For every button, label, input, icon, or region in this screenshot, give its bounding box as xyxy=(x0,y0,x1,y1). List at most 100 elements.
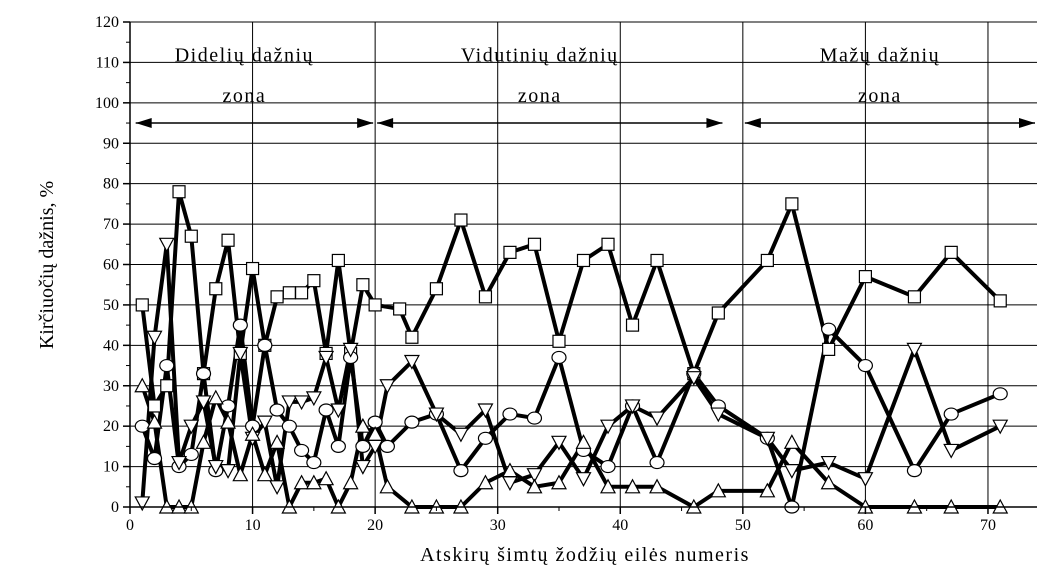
data-point-triangle-up xyxy=(526,478,543,494)
data-point-triangle-down xyxy=(256,415,273,431)
x-tick-label: 50 xyxy=(735,517,751,534)
data-point-circle xyxy=(600,459,616,474)
data-point-square xyxy=(294,286,309,300)
data-point-triangle-down xyxy=(992,419,1009,435)
data-point-circle xyxy=(183,447,199,462)
data-point-triangle-up xyxy=(477,474,494,490)
data-point-triangle-up xyxy=(146,413,163,429)
data-point-triangle-up xyxy=(342,474,359,490)
x-tick-label: 30 xyxy=(490,517,506,534)
data-point-circle xyxy=(992,387,1008,401)
zone-label-line1: Vidutinių dažnių xyxy=(461,44,619,66)
x-tick-label: 20 xyxy=(367,517,383,534)
data-point-triangle-up xyxy=(195,434,212,449)
data-point-triangle-up xyxy=(501,462,518,478)
data-point-triangle-down xyxy=(403,354,420,370)
data-point-triangle-up xyxy=(232,466,249,482)
data-point-square xyxy=(160,379,174,393)
data-point-triangle-up xyxy=(293,474,310,490)
data-point-square xyxy=(184,229,198,243)
data-point-circle xyxy=(134,419,150,433)
data-point-circle xyxy=(551,350,567,365)
data-point-triangle-down xyxy=(134,496,151,512)
data-point-square xyxy=(785,197,799,211)
data-point-circle xyxy=(821,322,837,336)
data-point-square xyxy=(135,298,149,312)
data-point-square xyxy=(405,330,419,344)
data-point-triangle-down xyxy=(232,346,249,362)
data-point-circle xyxy=(526,411,543,425)
data-point-triangle-up xyxy=(759,482,776,498)
data-point-triangle-down xyxy=(685,371,702,386)
data-point-square xyxy=(944,245,958,259)
data-point-square xyxy=(147,399,162,413)
x-tick-label: 70 xyxy=(980,517,996,534)
data-point-triangle-down xyxy=(649,411,666,427)
data-point-square xyxy=(907,290,922,304)
data-point-triangle-down xyxy=(354,459,371,475)
y-tick-label: 20 xyxy=(103,418,119,435)
markers-triangle-down xyxy=(134,237,1009,512)
data-point-square xyxy=(478,290,493,304)
data-point-square xyxy=(429,282,444,296)
data-point-triangle-down xyxy=(906,342,923,358)
data-point-triangle-down xyxy=(550,435,567,451)
data-point-triangle-down xyxy=(452,427,469,443)
y-tick-label: 100 xyxy=(95,95,119,112)
data-point-triangle-down xyxy=(330,403,347,419)
data-point-square xyxy=(711,306,725,320)
series-layer xyxy=(134,185,1009,514)
data-point-triangle-up xyxy=(710,482,727,498)
data-point-circle xyxy=(146,451,163,466)
data-point-triangle-up xyxy=(600,478,617,494)
y-tick-label: 120 xyxy=(95,14,119,31)
data-point-triangle-down xyxy=(526,468,543,483)
data-point-circle xyxy=(269,403,285,417)
data-point-triangle-up xyxy=(207,389,224,405)
data-point-circle xyxy=(477,431,494,445)
data-point-square xyxy=(576,253,591,268)
zone-arrow-head-left xyxy=(377,118,394,129)
data-point-circle xyxy=(502,407,518,421)
data-point-triangle-down xyxy=(759,431,776,447)
data-point-triangle-down xyxy=(195,395,212,411)
data-point-triangle-up xyxy=(367,425,384,441)
data-point-triangle-up xyxy=(354,417,371,433)
data-point-triangle-down xyxy=(428,407,445,423)
data-point-circle xyxy=(906,464,923,478)
y-tick-label: 90 xyxy=(103,135,119,152)
data-point-triangle-down xyxy=(943,443,960,459)
data-point-square xyxy=(822,342,836,356)
data-point-square xyxy=(858,270,873,284)
data-point-triangle-down xyxy=(305,391,322,407)
y-tick-label: 60 xyxy=(103,257,119,274)
data-point-triangle-down xyxy=(624,399,641,415)
data-point-square xyxy=(221,233,235,247)
data-point-triangle-down xyxy=(477,403,494,419)
data-point-square xyxy=(993,294,1007,308)
data-point-circle xyxy=(330,439,346,453)
data-point-square xyxy=(625,318,640,332)
data-point-circle xyxy=(306,455,322,470)
zone-arrow-head-right xyxy=(357,118,374,129)
zone-label-line1: Mažų dažnių xyxy=(820,44,940,66)
x-tick-label: 60 xyxy=(857,517,873,534)
data-point-triangle-up xyxy=(624,478,641,494)
data-point-triangle-up xyxy=(550,474,567,490)
data-point-triangle-down xyxy=(293,395,310,411)
data-point-square xyxy=(270,290,284,304)
data-point-triangle-up xyxy=(379,478,396,494)
data-point-circle xyxy=(195,367,212,381)
data-point-triangle-down xyxy=(342,342,359,358)
data-point-triangle-up xyxy=(575,434,592,449)
data-point-triangle-down xyxy=(820,455,837,471)
zone-arrow-head-right xyxy=(706,118,723,129)
zone-label-line2: zona xyxy=(858,85,902,107)
data-point-triangle-up xyxy=(244,425,261,441)
zone-arrow-head-left xyxy=(744,118,761,129)
data-point-triangle-down xyxy=(207,459,224,475)
data-point-triangle-up xyxy=(305,474,322,490)
data-point-triangle-down xyxy=(600,419,617,435)
data-point-square xyxy=(552,334,566,348)
